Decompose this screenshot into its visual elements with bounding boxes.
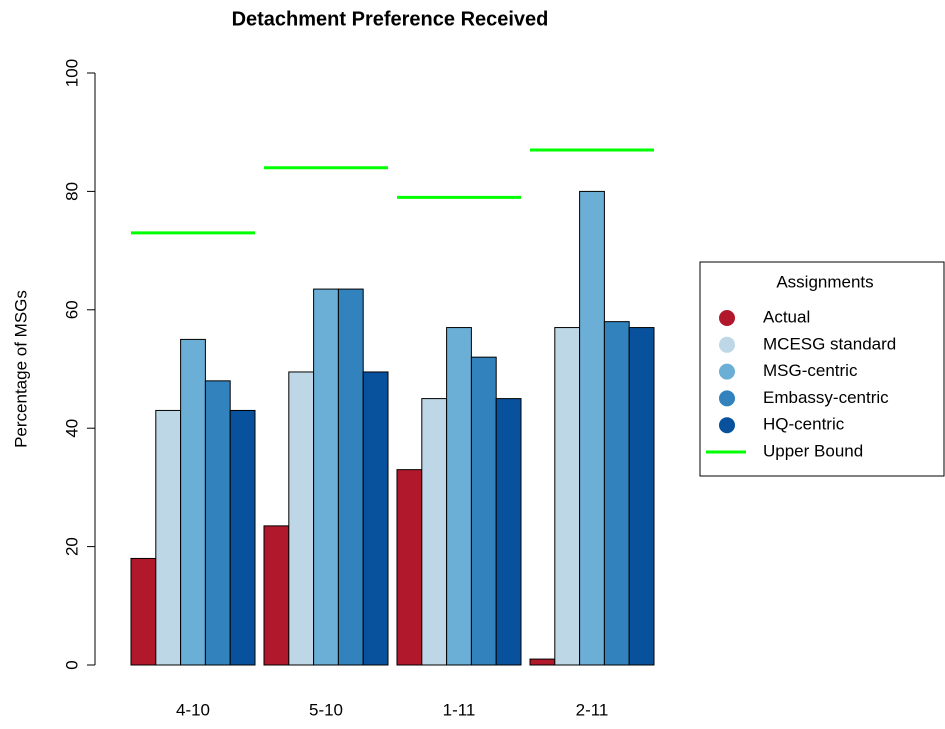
legend-label: Upper Bound xyxy=(763,441,863,460)
bar xyxy=(288,371,315,666)
y-tick-label: 60 xyxy=(62,300,81,319)
legend-box xyxy=(699,261,945,477)
bar xyxy=(155,409,182,666)
x-tick-label: 1-11 xyxy=(443,700,476,719)
x-tick-label: 2-11 xyxy=(576,700,609,719)
bar xyxy=(470,356,497,666)
bar xyxy=(421,398,448,666)
y-tick-label: 80 xyxy=(62,182,81,201)
bar xyxy=(362,371,389,666)
x-tick-label: 5-10 xyxy=(309,700,343,719)
bar xyxy=(529,658,556,666)
bar xyxy=(603,321,630,666)
legend-swatch xyxy=(719,336,735,353)
bar xyxy=(204,380,231,666)
bar xyxy=(313,288,339,666)
legend-swatch xyxy=(719,390,735,407)
bar xyxy=(337,288,364,666)
bar xyxy=(263,525,290,666)
bar xyxy=(579,190,605,666)
legend-swatch xyxy=(719,417,735,434)
chart-title: Detachment Preference Received xyxy=(232,8,549,30)
bar xyxy=(229,409,256,666)
bar xyxy=(628,327,655,666)
legend-label: Embassy-centric xyxy=(763,388,889,407)
bar xyxy=(495,398,522,666)
y-tick-label: 100 xyxy=(62,59,81,87)
bar xyxy=(446,327,472,666)
legend-label: MCESG standard xyxy=(763,334,896,353)
y-tick-label: 40 xyxy=(62,419,81,438)
x-tick-label: 4-10 xyxy=(176,700,210,719)
y-axis-label: Percentage of MSGs xyxy=(11,290,30,448)
y-tick-label: 0 xyxy=(62,660,81,669)
bar xyxy=(396,469,423,666)
legend-swatch xyxy=(719,310,735,326)
legend-label: MSG-centric xyxy=(763,361,858,380)
y-tick-label: 20 xyxy=(62,537,81,556)
legend-swatch xyxy=(719,363,735,380)
bar xyxy=(180,338,206,666)
legend-label: Actual xyxy=(763,307,810,326)
legend-title: Assignments xyxy=(776,272,873,291)
legend-label: HQ-centric xyxy=(763,415,845,434)
bar xyxy=(554,327,581,666)
bar xyxy=(130,557,157,666)
